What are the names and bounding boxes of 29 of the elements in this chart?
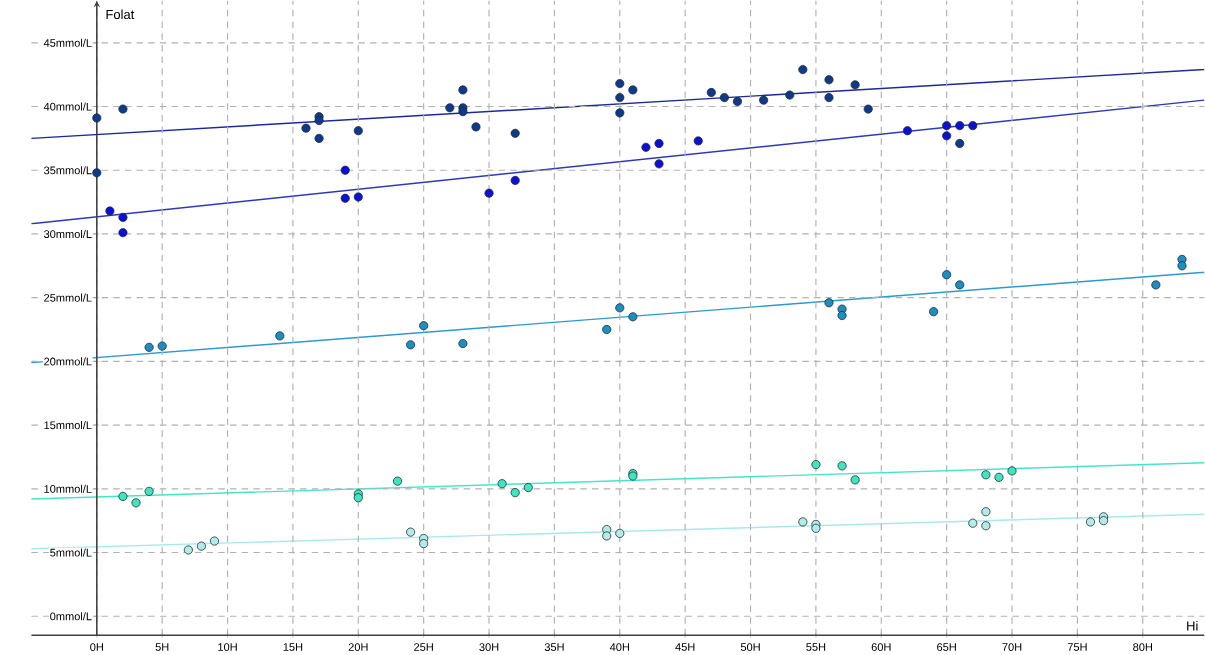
x-tick-label: 75H <box>1067 643 1087 652</box>
y-tick-label: 15mmol/L <box>44 421 92 430</box>
y-axis-title: Folat <box>106 9 135 20</box>
x-tick-label: 15H <box>283 643 303 652</box>
y-tick-label: 35mmol/L <box>44 166 92 175</box>
x-tick-label: 0H <box>90 643 103 652</box>
y-tick-label: 5mmol/L <box>50 548 92 557</box>
x-axis-title: Hi <box>1187 621 1198 631</box>
y-tick-label: 30mmol/L <box>44 230 92 239</box>
x-tick-label: 65H <box>937 643 956 652</box>
x-tick-label: 5H <box>155 643 169 652</box>
x-tick-label: 20H <box>348 643 368 652</box>
x-tick-label: 45H <box>675 643 695 652</box>
x-tick-label: 40H <box>609 643 630 652</box>
y-tick-label: 45mmol/L <box>43 38 92 48</box>
y-tick-label: 0mmol/L <box>50 612 92 621</box>
x-tick-label: 80H <box>1133 643 1152 652</box>
x-tick-label: 55H <box>806 643 826 652</box>
x-tick-label: 60H <box>871 643 891 652</box>
x-tick-label: 70H <box>1002 643 1022 652</box>
x-tick-label: 35H <box>544 643 564 652</box>
x-tick-label: 50H <box>740 643 760 652</box>
x-tick-label: 25H <box>414 643 433 652</box>
x-tick-label: 30H <box>479 643 499 652</box>
y-tick-label: 40mmol/L <box>43 102 92 111</box>
y-tick-label: 20mmol/L <box>44 357 92 366</box>
x-tick-label: 10H <box>218 643 237 652</box>
y-tick-label: 10mmol/L <box>44 484 92 494</box>
y-tick-label: 25mmol/L <box>44 293 92 302</box>
